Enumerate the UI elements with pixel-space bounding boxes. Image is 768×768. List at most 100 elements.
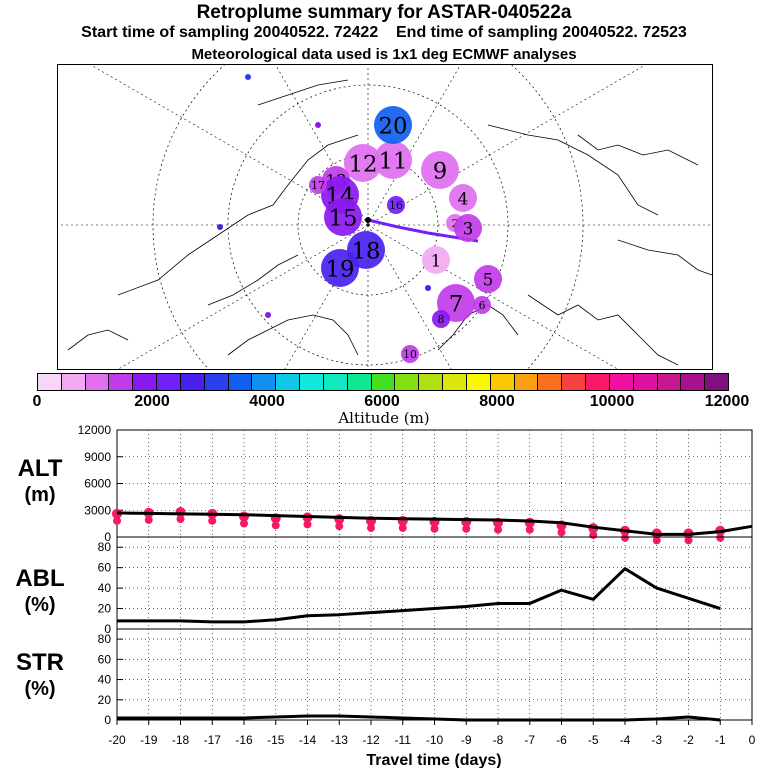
y-tick-label: 60 xyxy=(98,561,112,575)
y-tick-label: 20 xyxy=(98,693,112,707)
altitude-marker xyxy=(367,523,375,532)
colorbar-swatch xyxy=(133,374,158,390)
cluster-label: 8 xyxy=(438,313,445,326)
colorbar-swatch xyxy=(633,374,658,390)
str-label-bottom: (%) xyxy=(24,678,56,700)
alt-label-bottom: (m) xyxy=(24,484,56,506)
colorbar-swatch xyxy=(681,374,706,390)
colorbar-tick-label: 0 xyxy=(32,393,42,410)
colorbar-swatch xyxy=(657,374,682,390)
cluster-label: 7 xyxy=(449,292,464,318)
cluster-label: 6 xyxy=(479,299,486,312)
x-tick-label: -15 xyxy=(267,733,285,747)
colorbar-swatch xyxy=(204,374,229,390)
x-tick-label: -20 xyxy=(108,733,126,747)
abl-label-top: ABL xyxy=(15,565,65,592)
altitude-marker xyxy=(271,521,280,530)
colorbar-swatch xyxy=(85,374,110,390)
cluster-marker xyxy=(387,196,405,214)
colorbar-swatch xyxy=(562,374,587,390)
cluster-label: 19 xyxy=(325,257,354,283)
minor-marker xyxy=(425,285,431,291)
colorbar-swatch xyxy=(61,374,86,390)
colorbar-swatch xyxy=(514,374,539,390)
x-tick-label: -9 xyxy=(461,733,472,747)
colorbar-swatch xyxy=(490,374,515,390)
start-time-label: Start time of sampling 20040522. 72422 xyxy=(81,24,379,41)
colorbar-swatch xyxy=(300,374,324,390)
cluster-label: 10 xyxy=(403,348,417,361)
y-tick-label: 12000 xyxy=(78,423,112,437)
colorbar-swatch xyxy=(323,374,348,390)
colorbar-swatch xyxy=(371,374,396,390)
chart-title: Retroplume summary for ASTAR-040522a xyxy=(196,2,572,23)
colorbar-swatch xyxy=(705,374,729,390)
x-tick-label: -14 xyxy=(299,733,317,747)
cluster-marker xyxy=(422,246,450,274)
minor-marker xyxy=(265,312,271,318)
panel-frame xyxy=(116,536,753,630)
coastline xyxy=(527,294,679,366)
cluster-marker xyxy=(432,310,450,328)
cluster-label: 1 xyxy=(431,250,442,270)
panel-alt: 12000 9000 6000 3000 0 xyxy=(78,423,753,545)
x-tick-label: -12 xyxy=(362,733,380,747)
altitude-marker xyxy=(525,525,534,534)
cluster-marker xyxy=(473,296,491,314)
cluster-marker xyxy=(474,265,502,293)
x-tick-label: -4 xyxy=(620,733,631,747)
altitude-marker xyxy=(462,524,471,533)
coastline xyxy=(617,239,712,276)
abl-label-bottom: (%) xyxy=(24,594,56,616)
colorbar-swatch xyxy=(466,374,491,390)
cluster-label: 12 xyxy=(348,152,377,178)
altitude-marker xyxy=(398,523,407,532)
altitude-marker xyxy=(144,515,153,524)
coastline xyxy=(227,314,359,356)
y-tick-label: 60 xyxy=(98,652,112,666)
x-tick-label: -11 xyxy=(395,733,412,747)
x-tick-label: -7 xyxy=(524,733,535,747)
cluster-label: 17 xyxy=(311,179,325,192)
y-tick-label: 0 xyxy=(104,530,111,544)
colorbar-tick-label: 2000 xyxy=(134,393,170,410)
polar-map: 1234567891011121314151617181920 xyxy=(57,64,713,370)
cluster-label: 4 xyxy=(458,188,469,208)
x-tick-label: -17 xyxy=(204,733,222,747)
cluster-label: 3 xyxy=(463,218,474,238)
coastline xyxy=(207,254,299,306)
colorbar-swatch xyxy=(276,374,301,390)
cluster-marker xyxy=(374,106,412,144)
cluster-label: 20 xyxy=(378,114,407,140)
altitude-marker xyxy=(208,516,217,525)
map-canvas: 1234567891011121314151617181920 xyxy=(58,65,712,369)
cluster-label: 9 xyxy=(433,159,448,185)
str-panel-label: STR (%) xyxy=(0,650,80,702)
cluster-marker xyxy=(374,141,412,179)
y-tick-label: 0 xyxy=(104,622,111,636)
coastline xyxy=(67,329,129,351)
altitude-marker xyxy=(303,520,312,529)
x-tick-label: -13 xyxy=(331,733,349,747)
x-tick-label: -1 xyxy=(715,733,726,747)
cluster-marker xyxy=(401,345,419,363)
colorbar-swatch xyxy=(228,374,253,390)
alt-label-top: ALT xyxy=(17,455,63,482)
cluster-marker xyxy=(421,151,459,189)
y-tick-label: 40 xyxy=(98,673,112,687)
altitude-marker xyxy=(240,519,248,528)
cluster-marker xyxy=(454,214,482,242)
x-tick-label: -16 xyxy=(235,733,253,747)
y-tick-label: 9000 xyxy=(84,450,111,464)
coastline xyxy=(117,134,359,296)
x-tick-label: -19 xyxy=(140,733,158,747)
sampling-times: Start time of sampling 20040522. 72422 E… xyxy=(0,24,768,42)
altitude-marker xyxy=(430,524,439,533)
altitude-marker xyxy=(335,522,344,531)
colorbar-swatch xyxy=(395,374,420,390)
x-tick-label: -6 xyxy=(556,733,567,747)
series-line xyxy=(117,714,721,722)
y-tick-label: 0 xyxy=(104,713,111,727)
colorbar-tick-label: 4000 xyxy=(249,393,285,410)
